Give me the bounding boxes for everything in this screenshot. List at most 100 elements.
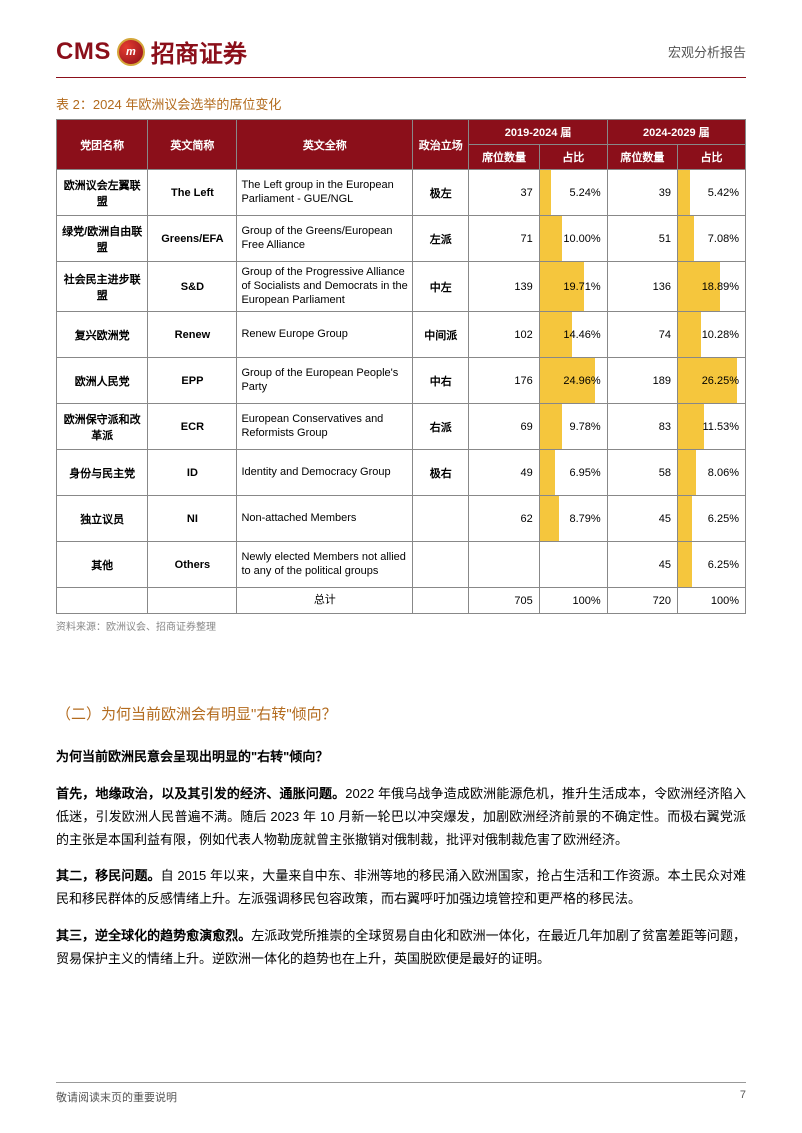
cell-total-p1: 100%	[539, 588, 607, 614]
cell-pct-2: 8.06%	[677, 450, 745, 496]
paragraph-3: 其三，逆全球化的趋势愈演愈烈。左派政党所推崇的全球贸易自由化和欧洲一体化，在最近…	[56, 925, 746, 971]
logo: CMS m 招商证券	[56, 34, 247, 69]
th-pct-2: 占比	[677, 145, 745, 170]
table-head: 党团名称 英文简称 英文全称 政治立场 2019-2024 届 2024-202…	[57, 120, 746, 170]
cell-full: Group of the Progressive Alliance of Soc…	[237, 262, 413, 312]
cell-full: Group of the Greens/European Free Allian…	[237, 216, 413, 262]
cell-total-s1: 705	[469, 588, 539, 614]
table-total-row: 总计705100%720100%	[57, 588, 746, 614]
cell-total-label: 总计	[237, 588, 413, 614]
p3-bold: 其三，逆全球化的趋势愈演愈烈。	[56, 928, 251, 943]
page-header: CMS m 招商证券 宏观分析报告	[56, 34, 746, 78]
th-seats-2: 席位数量	[607, 145, 677, 170]
cell-pct-1: 10.00%	[539, 216, 607, 262]
table-row: 其他OthersNewly elected Members not allied…	[57, 542, 746, 588]
cell-pct-1: 19.71%	[539, 262, 607, 312]
cell-abbr: EPP	[148, 358, 237, 404]
cell-abbr: ECR	[148, 404, 237, 450]
logo-cms-text: CMS	[56, 38, 111, 66]
cell-full: Renew Europe Group	[237, 312, 413, 358]
cell-full: Group of the European People's Party	[237, 358, 413, 404]
cell-pct-2: 10.28%	[677, 312, 745, 358]
table-row: 独立议员NINon-attached Members628.79%456.25%	[57, 496, 746, 542]
cell-full: Newly elected Members not allied to any …	[237, 542, 413, 588]
table-row: 欧洲保守派和改革派ECREuropean Conservatives and R…	[57, 404, 746, 450]
p2-bold: 其二，移民问题。	[56, 868, 161, 883]
cell-pct-1: 5.24%	[539, 170, 607, 216]
body-text: 为何当前欧洲民意会呈现出明显的"右转"倾向？ 首先，地缘政治，以及其引发的经济、…	[56, 746, 746, 970]
table-row: 社会民主进步联盟S&DGroup of the Progressive Alli…	[57, 262, 746, 312]
cell-abbr: Others	[148, 542, 237, 588]
th-period1: 2019-2024 届	[469, 120, 607, 145]
th-stance: 政治立场	[413, 120, 469, 170]
cell-abbr: The Left	[148, 170, 237, 216]
footer-note: 敬请阅读末页的重要说明	[56, 1089, 177, 1105]
cell-seats-1: 71	[469, 216, 539, 262]
cell-total-empty	[57, 588, 148, 614]
paragraph-2: 其二，移民问题。自 2015 年以来，大量来自中东、非洲等地的移民涌入欧洲国家，…	[56, 865, 746, 911]
cell-full: Identity and Democracy Group	[237, 450, 413, 496]
cell-abbr: NI	[148, 496, 237, 542]
cell-name: 欧洲人民党	[57, 358, 148, 404]
cell-seats-1: 37	[469, 170, 539, 216]
table-caption: 表 2：2024 年欧洲议会选举的席位变化	[56, 94, 746, 113]
cell-seats-1: 49	[469, 450, 539, 496]
cell-seats-1: 69	[469, 404, 539, 450]
table-row: 复兴欧洲党RenewRenew Europe Group中间派10214.46%…	[57, 312, 746, 358]
cell-seats-2: 74	[607, 312, 677, 358]
th-full: 英文全称	[237, 120, 413, 170]
paragraph-1: 首先，地缘政治，以及其引发的经济、通胀问题。2022 年俄乌战争造成欧洲能源危机…	[56, 783, 746, 851]
cell-seats-1: 62	[469, 496, 539, 542]
cell-stance: 中右	[413, 358, 469, 404]
cell-name: 复兴欧洲党	[57, 312, 148, 358]
cell-pct-1: 8.79%	[539, 496, 607, 542]
cell-pct-2: 7.08%	[677, 216, 745, 262]
cell-stance: 右派	[413, 404, 469, 450]
cell-stance	[413, 542, 469, 588]
cell-seats-2: 45	[607, 542, 677, 588]
th-pct-1: 占比	[539, 145, 607, 170]
cell-seats-2: 189	[607, 358, 677, 404]
cell-abbr: Greens/EFA	[148, 216, 237, 262]
th-name: 党团名称	[57, 120, 148, 170]
cell-stance: 极左	[413, 170, 469, 216]
cell-total-p2: 100%	[677, 588, 745, 614]
cell-seats-2: 39	[607, 170, 677, 216]
cell-pct-1	[539, 542, 607, 588]
page-number: 7	[740, 1089, 746, 1105]
document-type: 宏观分析报告	[668, 42, 746, 61]
cell-name: 绿党/欧洲自由联盟	[57, 216, 148, 262]
th-seats-1: 席位数量	[469, 145, 539, 170]
cell-total-empty	[413, 588, 469, 614]
cell-seats-1: 102	[469, 312, 539, 358]
cell-stance: 左派	[413, 216, 469, 262]
table-row: 欧洲人民党EPPGroup of the European People's P…	[57, 358, 746, 404]
cell-total-empty	[148, 588, 237, 614]
th-abbr: 英文简称	[148, 120, 237, 170]
intro-question: 为何当前欧洲民意会呈现出明显的"右转"倾向？	[56, 746, 746, 769]
cell-total-s2: 720	[607, 588, 677, 614]
cell-name: 身份与民主党	[57, 450, 148, 496]
cell-abbr: Renew	[148, 312, 237, 358]
logo-cn-text: 招商证券	[151, 34, 247, 69]
cell-seats-2: 51	[607, 216, 677, 262]
cell-seats-1	[469, 542, 539, 588]
table-row: 绿党/欧洲自由联盟Greens/EFAGroup of the Greens/E…	[57, 216, 746, 262]
table-row: 身份与民主党IDIdentity and Democracy Group极右49…	[57, 450, 746, 496]
cell-name: 欧洲保守派和改革派	[57, 404, 148, 450]
cell-pct-1: 9.78%	[539, 404, 607, 450]
logo-badge-icon: m	[117, 38, 145, 66]
cell-seats-2: 45	[607, 496, 677, 542]
cell-seats-2: 58	[607, 450, 677, 496]
cell-pct-2: 6.25%	[677, 542, 745, 588]
cell-pct-1: 6.95%	[539, 450, 607, 496]
cell-name: 其他	[57, 542, 148, 588]
cell-pct-2: 26.25%	[677, 358, 745, 404]
cell-pct-2: 5.42%	[677, 170, 745, 216]
table-row: 欧洲议会左翼联盟The LeftThe Left group in the Eu…	[57, 170, 746, 216]
th-period2: 2024-2029 届	[607, 120, 745, 145]
cell-pct-2: 6.25%	[677, 496, 745, 542]
cell-seats-1: 176	[469, 358, 539, 404]
cell-abbr: S&D	[148, 262, 237, 312]
p1-bold: 首先，地缘政治，以及其引发的经济、通胀问题。	[56, 786, 345, 801]
